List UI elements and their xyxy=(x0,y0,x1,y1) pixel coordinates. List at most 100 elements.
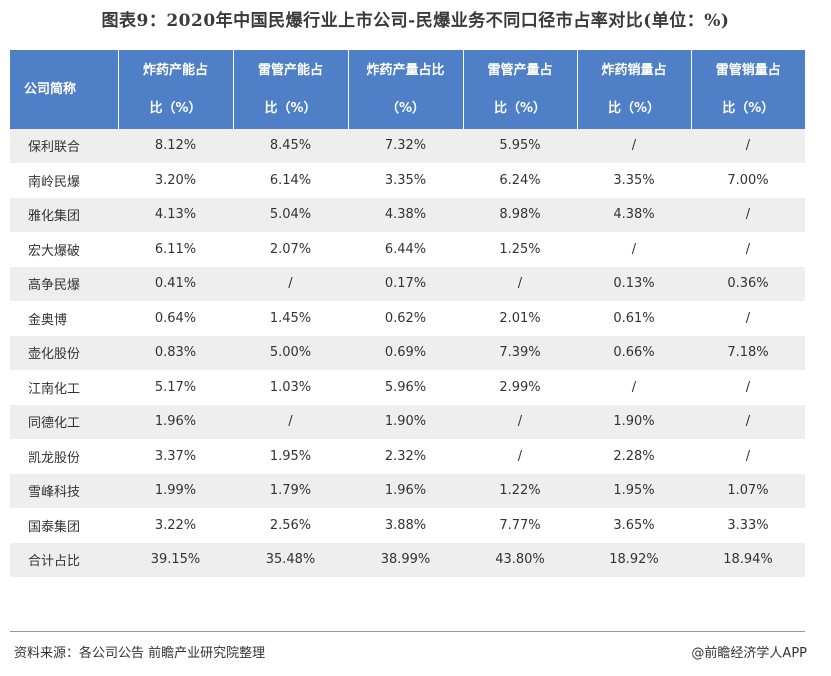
share-value-cell: / xyxy=(463,266,577,302)
share-value-cell: 8.98% xyxy=(463,197,577,233)
share-value-cell: 3.35% xyxy=(348,163,463,198)
share-value-cell: 5.00% xyxy=(233,335,348,371)
company-name-cell: 保利联合 xyxy=(10,129,118,164)
table-row: 凯龙股份 3.37% 1.95% 2.32%/2.28% / xyxy=(10,439,805,474)
share-value-cell: 0.66% xyxy=(577,335,691,371)
share-value-cell: 43.80% xyxy=(463,542,577,578)
share-value-cell: 38.99% xyxy=(348,542,463,578)
share-value-cell: 7.00% xyxy=(691,163,805,198)
share-value-cell: 4.38% xyxy=(348,197,463,233)
chart-title: 图表9：2020年中国民爆行业上市公司-民爆业务不同口径市占率对比(单位：%) xyxy=(101,11,730,31)
share-value-cell: 39.15% xyxy=(118,542,233,578)
share-value-cell: 2.01% xyxy=(463,301,577,336)
share-value-cell: 2.32% xyxy=(348,439,463,474)
share-value-cell: / xyxy=(577,129,691,164)
share-value-cell: 18.94% xyxy=(691,542,805,578)
table-row: 保利联合 8.12% 8.45% 7.32% 5.95% / / xyxy=(10,129,805,164)
share-value-cell: / xyxy=(463,404,577,440)
share-value-cell: / xyxy=(691,129,805,164)
share-value-cell: 2.56% xyxy=(233,508,348,543)
company-name-cell: 雪峰科技 xyxy=(10,473,118,509)
share-value-cell: / xyxy=(233,266,348,302)
share-value-cell: 1.96% xyxy=(118,404,233,440)
share-value-cell: 1.90% xyxy=(348,404,463,440)
share-value-cell: 5.17% xyxy=(118,370,233,405)
share-value-cell: 3.88% xyxy=(348,508,463,543)
share-value-cell: 0.64% xyxy=(118,301,233,336)
company-name-cell: 壶化股份 xyxy=(10,335,118,371)
table-row: 江南化工 5.17% 1.03% 5.96% 2.99% / / xyxy=(10,370,805,405)
share-value-cell: 1.45% xyxy=(233,301,348,336)
share-value-cell: 3.20% xyxy=(118,163,233,198)
share-value-cell: 0.41% xyxy=(118,266,233,302)
table-row: 金奥博 0.64% 1.45% 0.62% 2.01% 0.61% / xyxy=(10,301,805,336)
table-row: 雪峰科技 1.99% 1.79% 1.96% 1.22% 1.95% 1.07% xyxy=(10,473,805,509)
source-note: 资料来源：各公司公告 前瞻产业研究院整理 xyxy=(14,646,266,661)
column-header: 公司简称 xyxy=(10,50,119,129)
share-value-cell: 5.95% xyxy=(463,129,577,164)
share-value-cell: 0.13% xyxy=(577,266,691,302)
table-header-row: 公司简称 炸药产能占 比（%） 雷管产能占 比（%） 炸药产量占比 （%） 雷管产量占… xyxy=(10,50,805,129)
share-value-cell: 1.03% xyxy=(233,370,348,405)
company-name-cell: 南岭民爆 xyxy=(10,163,118,198)
share-value-cell: / xyxy=(463,439,577,474)
share-value-cell: 0.69% xyxy=(348,335,463,371)
column-header: 炸药产量占比 （%） xyxy=(348,50,464,129)
share-value-cell: 5.04% xyxy=(233,197,348,233)
share-value-cell: 3.65% xyxy=(577,508,691,543)
brand-credit: @前瞻经济学人APP xyxy=(691,646,807,661)
table-row: 南岭民爆 3.20% 6.14% 3.35% 6.24% 3.35% 7.00% xyxy=(10,163,805,198)
table-row: 国泰集团 3.22% 2.56% 3.88% 7.77% 3.65% 3.33% xyxy=(10,508,805,543)
share-value-cell: 2.07% xyxy=(233,232,348,267)
share-value-cell: / xyxy=(691,301,805,336)
table-row: 合计占比 39.15% 35.48% 38.99% 43.80% 18.92% 18.94% xyxy=(10,542,805,578)
share-value-cell: 8.45% xyxy=(233,129,348,164)
share-value-cell: 7.77% xyxy=(463,508,577,543)
column-header: 雷管销量占 比（%） xyxy=(691,50,805,129)
share-value-cell: / xyxy=(577,232,691,267)
share-value-cell: 6.11% xyxy=(118,232,233,267)
column-header: 炸药产能占 比（%） xyxy=(118,50,234,129)
share-value-cell: 1.22% xyxy=(463,473,577,509)
footer-divider xyxy=(10,631,805,632)
share-value-cell: 1.99% xyxy=(118,473,233,509)
share-value-cell: 0.62% xyxy=(348,301,463,336)
company-name-cell: 雅化集团 xyxy=(10,197,118,233)
share-value-cell: 3.22% xyxy=(118,508,233,543)
share-value-cell: 35.48% xyxy=(233,542,348,578)
share-value-cell: 8.12% xyxy=(118,129,233,164)
share-value-cell: 1.07% xyxy=(691,473,805,509)
share-value-cell: 7.32% xyxy=(348,129,463,164)
share-value-cell: 4.13% xyxy=(118,197,233,233)
company-name-cell: 江南化工 xyxy=(10,370,118,405)
share-value-cell: 3.35% xyxy=(577,163,691,198)
share-value-cell: 6.44% xyxy=(348,232,463,267)
column-header: 雷管产量占 比（%） xyxy=(463,50,578,129)
column-header: 雷管产能占 比（%） xyxy=(233,50,349,129)
share-value-cell: 1.95% xyxy=(233,439,348,474)
table-row: 高争民爆 0.41%/0.17%/0.13% 0.36% xyxy=(10,266,805,302)
company-name-cell: 凯龙股份 xyxy=(10,439,118,474)
company-name-cell: 金奥博 xyxy=(10,301,118,336)
company-name-cell: 同德化工 xyxy=(10,404,118,440)
share-value-cell: 4.38% xyxy=(577,197,691,233)
share-value-cell: 0.61% xyxy=(577,301,691,336)
market-share-table: 公司简称 炸药产能占 比（%） 雷管产能占 比（%） 炸药产量占比 （%） 雷管产量占… xyxy=(10,50,805,578)
share-value-cell: 0.36% xyxy=(691,266,805,302)
share-value-cell: / xyxy=(691,370,805,405)
share-value-cell: 7.39% xyxy=(463,335,577,371)
share-value-cell: / xyxy=(691,439,805,474)
table-row: 同德化工 1.96%/1.90%/1.90% / xyxy=(10,404,805,440)
share-value-cell: 6.14% xyxy=(233,163,348,198)
company-name-cell: 宏大爆破 xyxy=(10,232,118,267)
share-value-cell: 1.96% xyxy=(348,473,463,509)
share-value-cell: 1.25% xyxy=(463,232,577,267)
share-value-cell: 2.99% xyxy=(463,370,577,405)
share-value-cell: 1.90% xyxy=(577,404,691,440)
company-name-cell: 国泰集团 xyxy=(10,508,118,543)
company-name-cell: 合计占比 xyxy=(10,542,118,578)
share-value-cell: 3.33% xyxy=(691,508,805,543)
share-value-cell: 5.96% xyxy=(348,370,463,405)
share-value-cell: 7.18% xyxy=(691,335,805,371)
share-value-cell: 1.79% xyxy=(233,473,348,509)
